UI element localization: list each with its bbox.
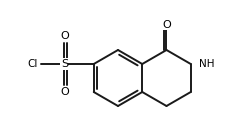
Text: S: S xyxy=(61,59,68,69)
Text: O: O xyxy=(162,20,171,30)
Text: Cl: Cl xyxy=(27,59,37,69)
Text: NH: NH xyxy=(199,59,214,69)
Text: O: O xyxy=(60,87,69,97)
Text: O: O xyxy=(60,31,69,41)
